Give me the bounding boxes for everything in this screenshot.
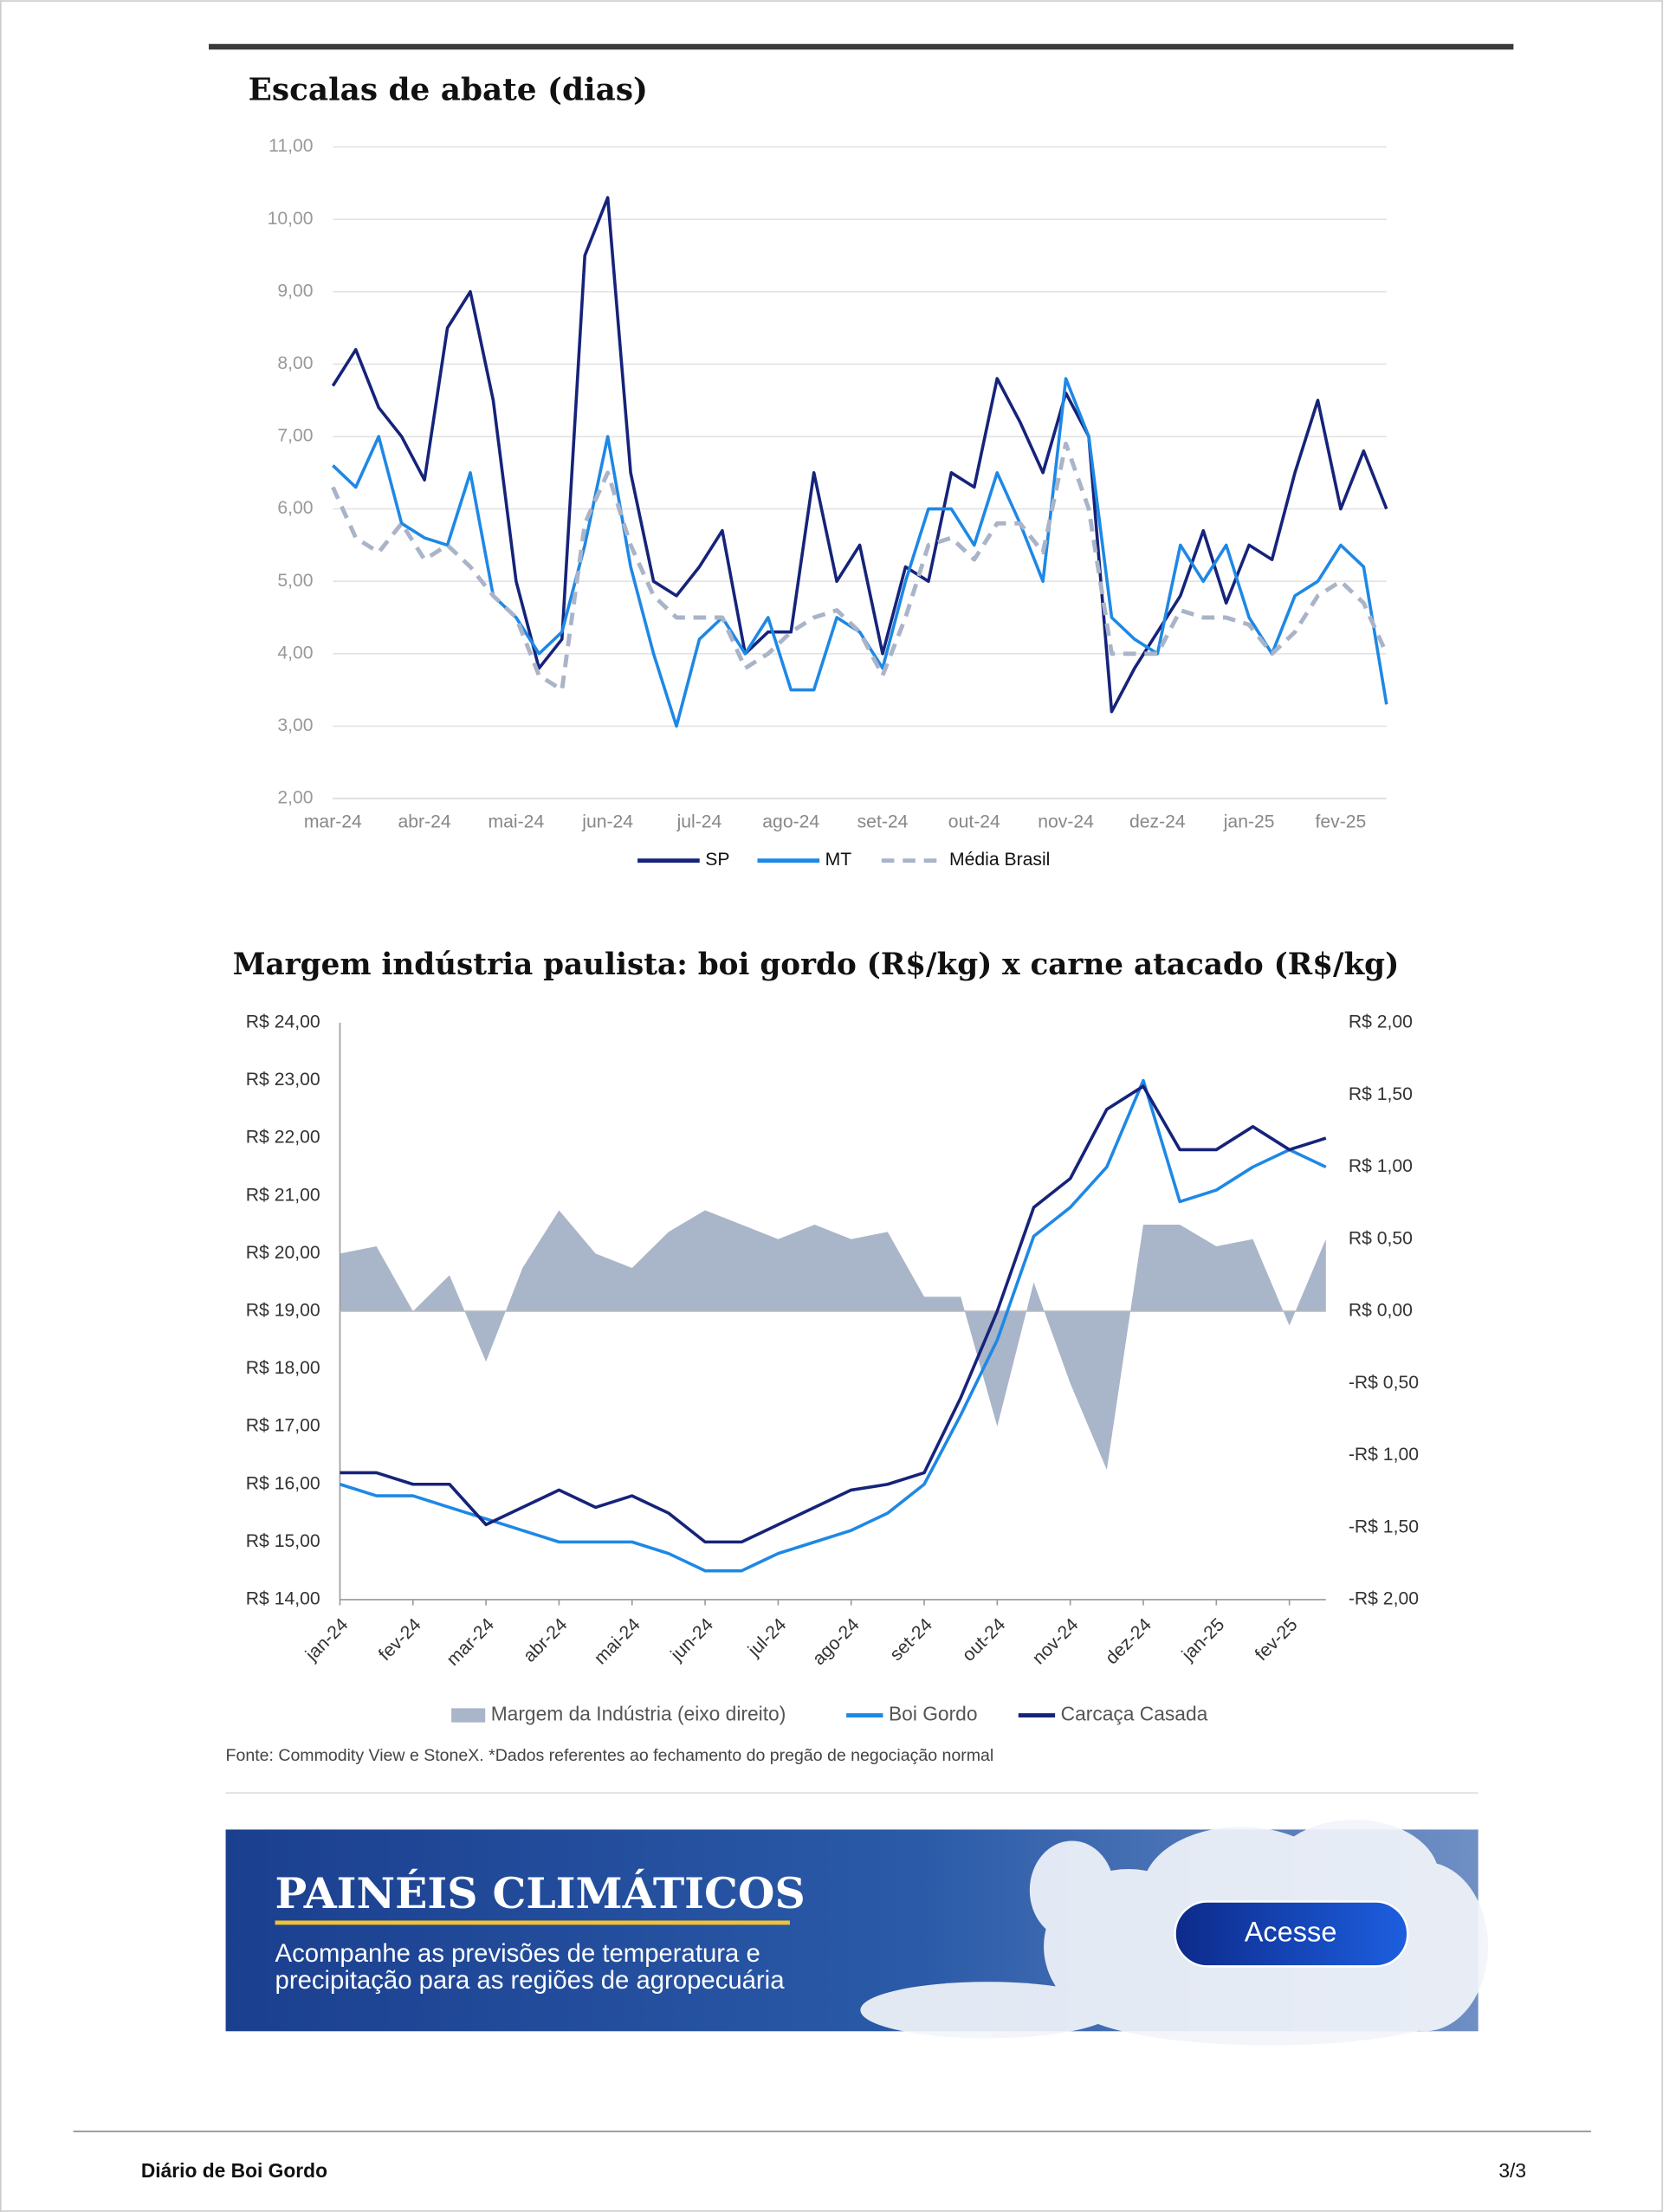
y-tick-label: 6,00 xyxy=(277,498,313,518)
y-tick-label: 4,00 xyxy=(277,643,313,663)
y-tick-label: R$ 21,00 xyxy=(246,1185,320,1205)
footer-title: Diário de Boi Gordo xyxy=(141,2159,327,2182)
y-tick-label: R$ 19,00 xyxy=(246,1301,320,1321)
chart-title: Escalas de abate (dias) xyxy=(249,72,648,108)
chart-title: Margem indústria paulista: boi gordo (R$… xyxy=(233,948,1400,982)
y-tick-label: R$ 14,00 xyxy=(246,1589,320,1609)
banner-button[interactable]: Acesse xyxy=(1174,1900,1409,1968)
series-line xyxy=(340,1084,1327,1544)
x-tick-label: jan-25 xyxy=(1223,812,1275,831)
x-tick-label: mai-24 xyxy=(489,812,545,831)
button-shape xyxy=(1174,1900,1409,1968)
y2-tick-label: -R$ 1,00 xyxy=(1349,1445,1419,1465)
series-line xyxy=(331,196,1388,714)
legend-label: SP xyxy=(705,850,729,870)
y-tick-label: 2,00 xyxy=(277,788,313,808)
x-tick-label: ago-24 xyxy=(762,812,819,831)
y-tick-label: R$ 17,00 xyxy=(246,1416,320,1436)
banner-text: precipitação para as regiões de agropecu… xyxy=(275,1966,786,1995)
y-tick-label: R$ 22,00 xyxy=(246,1128,320,1148)
series-line xyxy=(331,441,1389,693)
y-tick-label: 11,00 xyxy=(269,136,313,156)
y-tick-label: R$ 24,00 xyxy=(246,1012,320,1032)
y-tick-label: 5,00 xyxy=(277,571,313,591)
y-tick-label: R$ 23,00 xyxy=(246,1070,320,1090)
series-line xyxy=(339,1078,1327,1573)
x-tick-label: nov-24 xyxy=(1038,812,1094,831)
x-tick-label: abr-24 xyxy=(398,812,451,831)
y-tick-label: 9,00 xyxy=(277,281,313,301)
button-label: Acesse xyxy=(1245,1917,1337,1948)
y2-tick-label: -R$ 0,50 xyxy=(1349,1373,1419,1393)
banner[interactable]: PAINÉIS CLIMÁTICOS Acompanhe as previsõe… xyxy=(225,1820,1489,2046)
x-tick-label: fev-25 xyxy=(1316,812,1367,831)
y-tick-label: 3,00 xyxy=(277,715,313,735)
y-tick-label: R$ 16,00 xyxy=(246,1473,320,1493)
legend-swatch xyxy=(451,1708,486,1723)
legend-label: Carcaça Casada xyxy=(1061,1703,1208,1725)
y2-tick-label: R$ 1,50 xyxy=(1349,1084,1413,1104)
source-note: Fonte: Commodity View e StoneX. *Dados r… xyxy=(226,1746,994,1765)
y2-tick-label: R$ 2,00 xyxy=(1349,1012,1413,1032)
legend-label: Boi Gordo xyxy=(889,1703,978,1725)
chart: 2,00 3,00 4,00 5,00 6,00 7,00 8,00 9,00 10,00 11,… xyxy=(268,136,1389,870)
y-tick-label: R$ 15,00 xyxy=(246,1531,320,1551)
y2-tick-label: -R$ 2,00 xyxy=(1349,1589,1419,1609)
x-tick-label: jul-24 xyxy=(676,812,722,831)
banner-title: PAINÉIS CLIMÁTICOS xyxy=(275,1868,806,1918)
y2-tick-label: R$ 0,50 xyxy=(1349,1228,1413,1248)
y-tick-label: 7,00 xyxy=(277,426,313,446)
y-tick-label: R$ 20,00 xyxy=(246,1243,320,1263)
y2-tick-label: R$ 1,00 xyxy=(1349,1156,1413,1176)
y-tick-label: 8,00 xyxy=(277,353,313,373)
legend-label: Margem da Indústria (eixo direito) xyxy=(491,1703,786,1725)
y2-tick-label: R$ 0,00 xyxy=(1349,1301,1413,1321)
x-tick-label: jun-24 xyxy=(581,812,633,831)
x-tick-label: mar-24 xyxy=(304,812,362,831)
y-tick-label: R$ 18,00 xyxy=(246,1358,320,1378)
x-tick-label: dez-24 xyxy=(1129,812,1186,831)
x-tick-label: out-24 xyxy=(948,812,1000,831)
y-tick-label: 10,00 xyxy=(268,209,314,229)
footer-page: 3/3 xyxy=(1498,2159,1526,2182)
y2-tick-label: -R$ 1,50 xyxy=(1349,1517,1419,1536)
legend-label: MT xyxy=(825,850,852,870)
banner-text: Acompanhe as previsões de temperatura e xyxy=(275,1939,760,1968)
legend-label: Média Brasil xyxy=(949,850,1050,870)
x-tick-label: set-24 xyxy=(857,812,909,831)
